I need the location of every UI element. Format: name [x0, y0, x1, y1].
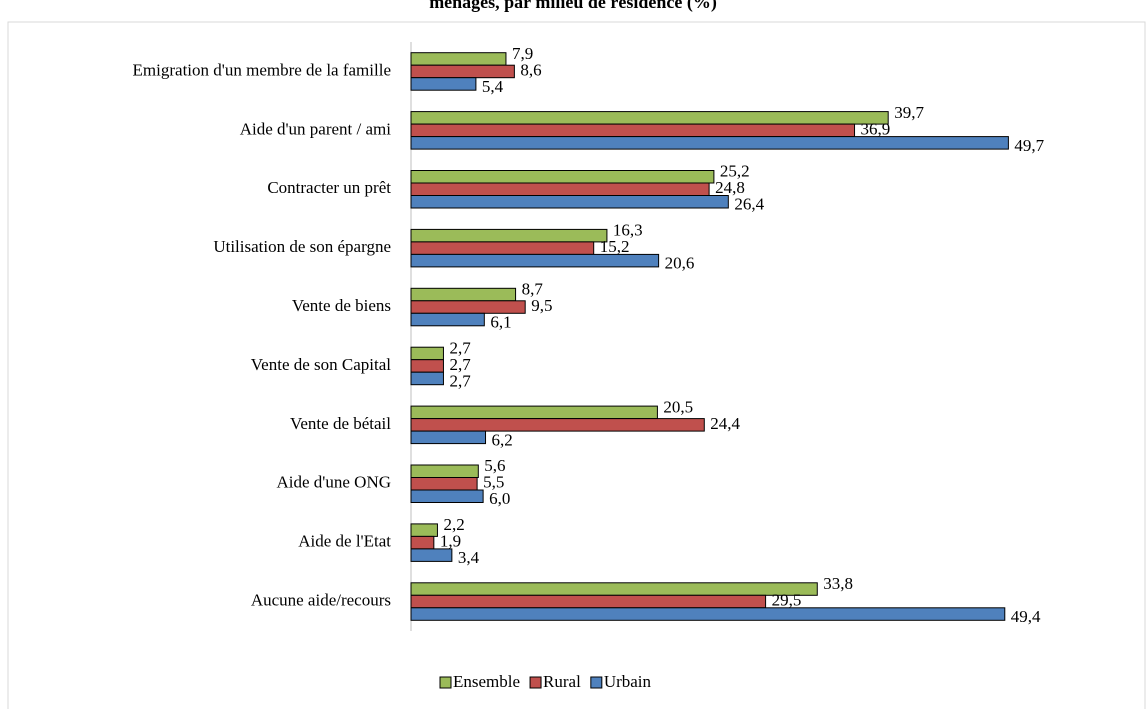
data-label: 8,7	[522, 279, 544, 298]
bar	[410, 430, 487, 445]
data-label: 6,0	[489, 489, 510, 508]
data-label: 25,2	[720, 162, 750, 181]
data-label: 29,5	[772, 590, 802, 609]
category-label: Utilisation de son épargne	[213, 237, 391, 256]
bar	[410, 228, 608, 243]
bar	[410, 52, 507, 66]
bar	[410, 535, 435, 550]
bar	[410, 287, 517, 302]
data-label: 3,4	[458, 548, 480, 567]
bar	[410, 170, 715, 184]
bar	[410, 464, 479, 478]
data-label: 20,5	[663, 397, 693, 416]
bar	[410, 418, 705, 432]
data-label: 2,7	[449, 338, 471, 357]
data-label: 26,4	[734, 195, 764, 214]
bar	[410, 182, 710, 196]
data-label: 24,8	[715, 178, 745, 197]
bar	[410, 489, 484, 503]
data-label: 1,9	[440, 532, 461, 551]
data-label: 5,6	[484, 456, 505, 475]
bar	[410, 195, 729, 209]
bar	[410, 136, 1009, 150]
bar	[410, 582, 818, 596]
bar	[410, 123, 856, 138]
bar	[410, 359, 444, 373]
data-label: 16,3	[613, 221, 643, 240]
bar	[410, 371, 444, 386]
bar	[410, 241, 595, 255]
data-label: 5,5	[483, 473, 504, 492]
data-label: 2,7	[449, 371, 471, 390]
bar	[410, 64, 515, 79]
bar	[410, 253, 660, 268]
bar	[410, 594, 767, 609]
data-label: 33,8	[823, 574, 853, 593]
data-label: 49,4	[1011, 607, 1041, 626]
bar	[410, 346, 444, 361]
category-label: Vente de bétail	[290, 414, 391, 433]
data-label: 7,9	[512, 44, 533, 63]
bar	[410, 405, 658, 420]
data-label: 15,2	[600, 237, 630, 256]
data-label: 2,7	[449, 355, 471, 374]
data-label: 2,2	[443, 515, 464, 534]
category-label: Vente de biens	[292, 296, 391, 315]
data-label: 5,4	[482, 77, 504, 96]
bar	[410, 77, 477, 91]
bar	[410, 300, 526, 314]
bar	[410, 111, 889, 125]
bar	[410, 548, 453, 562]
category-label: Aucune aide/recours	[251, 590, 391, 609]
category-label: Vente de son Capital	[251, 355, 391, 374]
data-label: 49,7	[1014, 136, 1044, 155]
data-label: 6,2	[492, 430, 513, 449]
category-label: Aide d'une ONG	[277, 473, 391, 492]
category-label: Aide de l'Etat	[298, 532, 391, 551]
data-label: 24,4	[710, 414, 740, 433]
data-label: 20,6	[665, 254, 695, 273]
legend-swatch	[590, 676, 603, 689]
legend-swatch	[439, 676, 452, 689]
data-label: 36,9	[861, 119, 891, 138]
bar	[410, 607, 1006, 621]
category-label: Aide d'un parent / ami	[240, 119, 392, 138]
bar	[410, 523, 438, 537]
legend-swatch	[529, 676, 542, 689]
legend-label: Ensemble	[453, 672, 520, 691]
data-label: 39,7	[894, 103, 924, 122]
data-label: 8,6	[520, 60, 541, 79]
bar	[410, 312, 485, 327]
data-label: 6,1	[490, 312, 511, 331]
category-label: Contracter un prêt	[267, 178, 391, 197]
chart-title: ménages, par milieu de résidence (%)	[429, 0, 717, 13]
data-label: 9,5	[531, 296, 552, 315]
category-label: Emigration d'un membre de la famille	[133, 60, 391, 79]
legend-label: Urbain	[604, 672, 652, 691]
legend-label: Rural	[543, 672, 581, 691]
bar	[410, 477, 478, 491]
